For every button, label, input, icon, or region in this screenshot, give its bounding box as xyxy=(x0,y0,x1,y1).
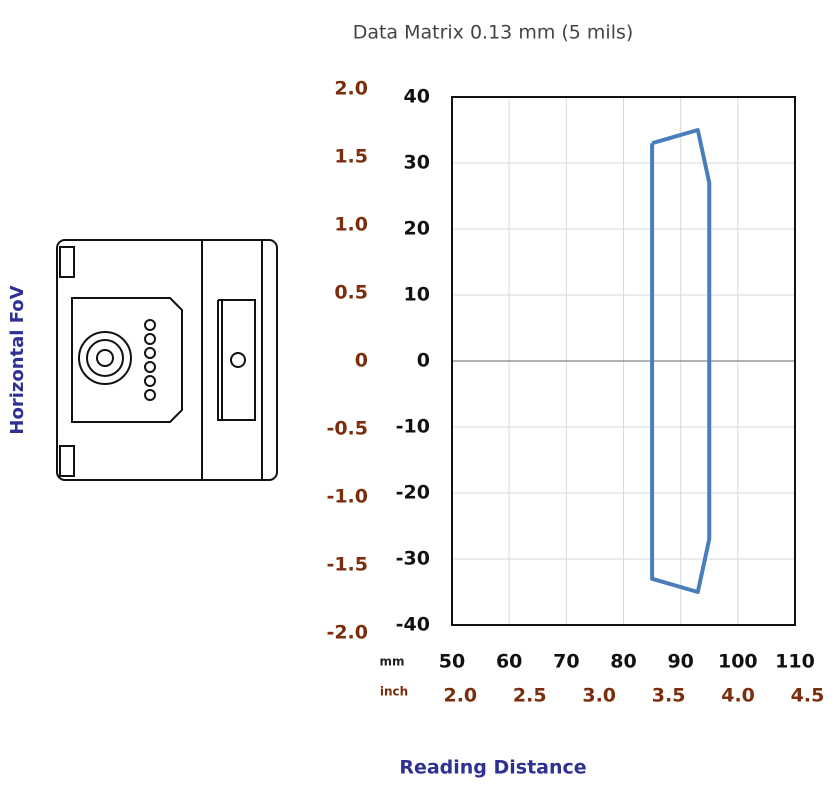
x-tick-label: 110 xyxy=(775,651,815,673)
y-tick-label: 0 xyxy=(417,350,430,372)
x2-tick-label: 4.0 xyxy=(721,685,755,707)
x2-tick-label: 3.0 xyxy=(582,685,616,707)
plot-border xyxy=(451,96,796,626)
x2-tick-label: 3.5 xyxy=(652,685,686,707)
y-axis-label: Horizontal FoV xyxy=(7,285,28,434)
x-tick-label: 60 xyxy=(496,651,522,673)
y2-tick-label: 0.5 xyxy=(334,281,368,303)
x-axis-label: Reading Distance xyxy=(399,757,586,779)
y-tick-label: -40 xyxy=(396,614,430,636)
y2-tick-label: 1.0 xyxy=(334,213,368,235)
y-tick-label: -10 xyxy=(396,416,430,438)
y2-tick-label: 2.0 xyxy=(334,77,368,99)
x2-tick-label: 4.5 xyxy=(791,685,825,707)
y-tick-label: 40 xyxy=(404,86,430,108)
y2-tick-label: -2.0 xyxy=(326,622,368,644)
x-tick-label: 70 xyxy=(553,651,579,673)
x-tick-label: 80 xyxy=(610,651,636,673)
x-tick-label: 90 xyxy=(667,651,693,673)
x-tick-label: 50 xyxy=(439,651,465,673)
y-tick-label: -20 xyxy=(396,482,430,504)
y-tick-label: 10 xyxy=(404,284,430,306)
x-unit: mm xyxy=(379,655,404,669)
y2-tick-label: -1.5 xyxy=(326,554,368,576)
x-tick-label: 100 xyxy=(718,651,758,673)
x2-tick-label: 2.5 xyxy=(513,685,547,707)
chart-title: Data Matrix 0.13 mm (5 mils) xyxy=(353,22,634,44)
x2-tick-label: 2.0 xyxy=(443,685,477,707)
y2-tick-label: -0.5 xyxy=(326,418,368,440)
y-tick-label: 30 xyxy=(404,152,430,174)
series-line xyxy=(650,128,712,594)
y-tick-label: 20 xyxy=(404,218,430,240)
y2-tick-label: -1.0 xyxy=(326,486,368,508)
y-tick-label: -30 xyxy=(396,548,430,570)
y2-tick-label: 1.5 xyxy=(334,145,368,167)
y2-tick-label: 0 xyxy=(355,350,368,372)
x2-unit: inch xyxy=(380,685,408,699)
device-illustration xyxy=(56,239,278,481)
